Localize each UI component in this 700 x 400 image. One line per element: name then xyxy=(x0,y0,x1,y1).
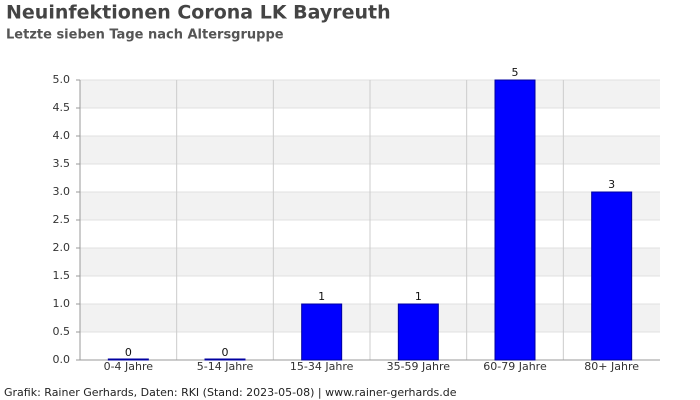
bar xyxy=(204,358,246,361)
bar xyxy=(494,79,536,361)
y-tick-label: 2.0 xyxy=(53,241,71,254)
value-label: 1 xyxy=(415,290,422,303)
x-tick-label: 15-34 Jahre xyxy=(290,360,354,373)
y-tick-label: 2.5 xyxy=(53,213,71,226)
y-tick-label: 1.5 xyxy=(53,269,71,282)
x-tick-label: 60-79 Jahre xyxy=(483,360,547,373)
chart-subtitle: Letzte sieben Tage nach Altersgruppe xyxy=(6,28,284,43)
value-label: 0 xyxy=(125,346,132,359)
value-label: 5 xyxy=(512,66,519,79)
x-tick-label: 0-4 Jahre xyxy=(104,360,154,373)
y-tick-label: 0.0 xyxy=(53,353,71,366)
y-tick-label: 4.5 xyxy=(53,101,71,114)
y-tick-label: 4.0 xyxy=(53,129,71,142)
y-tick-label: 0.5 xyxy=(53,325,71,338)
y-tick-label: 3.5 xyxy=(53,157,71,170)
value-label: 1 xyxy=(318,290,325,303)
chart-title: Neuinfektionen Corona LK Bayreuth xyxy=(6,2,391,24)
value-label: 3 xyxy=(608,178,615,191)
bar xyxy=(107,358,149,361)
y-tick-label: 5.0 xyxy=(53,73,71,86)
value-label: 0 xyxy=(222,346,229,359)
y-tick-label: 3.0 xyxy=(53,185,71,198)
x-tick-label: 5-14 Jahre xyxy=(197,360,254,373)
bar xyxy=(397,303,439,361)
bar xyxy=(591,191,633,361)
footer: Grafik: Rainer Gerhards, Daten: RKI (Sta… xyxy=(4,386,457,399)
x-tick-label: 35-59 Jahre xyxy=(387,360,451,373)
y-tick-label: 1.0 xyxy=(53,297,71,310)
bar xyxy=(301,303,343,361)
x-tick-label: 80+ Jahre xyxy=(584,360,639,373)
